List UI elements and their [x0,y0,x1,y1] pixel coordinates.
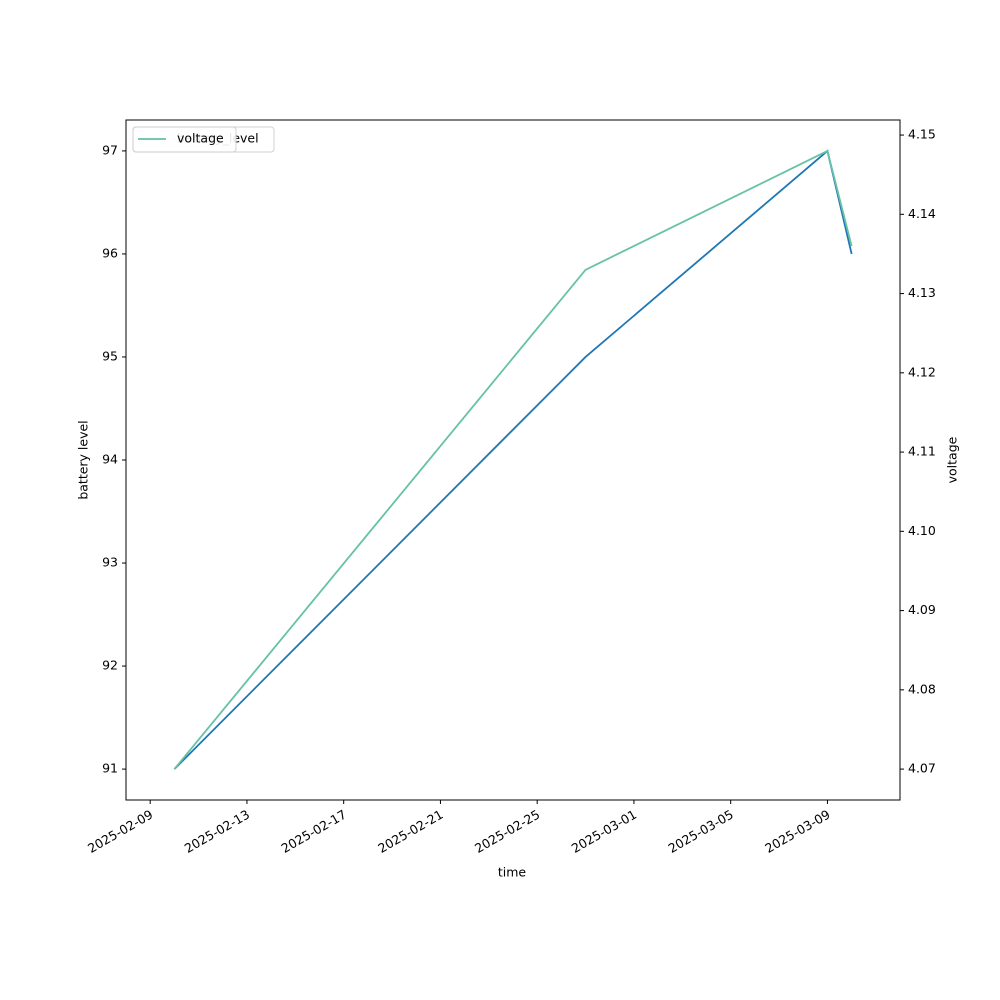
y-tick-label: 91 [102,761,118,776]
y2-tick-label: 4.14 [908,206,936,221]
y-tick-label: 93 [102,555,118,570]
x-axis-label: time [498,865,527,880]
y2-tick-label: 4.12 [908,364,936,379]
series-line [173,149,853,770]
x-tick-label: 2025-02-17 [279,807,349,856]
y-tick-label: 96 [102,245,118,260]
x-tick-label: 2025-02-09 [85,807,155,856]
series-line [173,149,853,770]
y2-tick-label: 4.13 [908,285,936,300]
legend-label: voltage [177,131,224,146]
y2-tick-label: 4.09 [908,602,936,617]
plot-frame [125,119,901,801]
y-tick-label: 94 [102,452,118,467]
x-tick-label: 2025-02-25 [472,807,542,856]
y-tick-label: 92 [102,658,118,673]
x-tick-label: 2025-02-13 [182,807,252,856]
y2-axis-label: voltage [945,436,960,483]
y2-tick-label: 4.07 [908,761,936,776]
x-tick-label: 2025-03-01 [569,807,639,856]
x-tick-label: 2025-03-09 [762,807,832,856]
y2-tick-label: 4.10 [908,523,936,538]
y-tick-label: 97 [102,142,118,157]
legend-box [132,126,237,153]
y2-tick-label: 4.11 [908,444,936,459]
y2-tick-label: 4.15 [908,127,936,142]
y-axis-label: battery level [76,420,91,499]
x-tick-label: 2025-03-05 [666,807,736,856]
x-tick-label: 2025-02-21 [375,807,445,856]
y-tick-label: 95 [102,348,118,363]
y2-tick-label: 4.08 [908,681,936,696]
